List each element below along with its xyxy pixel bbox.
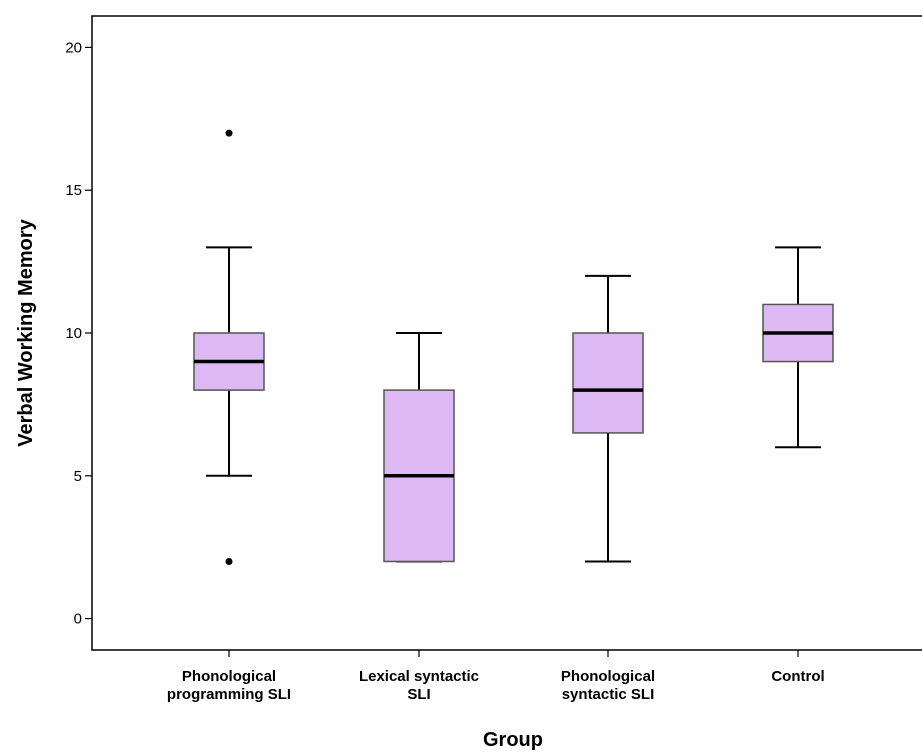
box-group <box>383 332 455 563</box>
box-group <box>572 274 644 563</box>
y-tick-label: 5 <box>74 468 82 485</box>
x-tick-label: syntactic SLI <box>562 686 655 703</box>
outlier-point <box>225 557 233 565</box>
x-tick-label: programming SLI <box>167 686 291 703</box>
y-axis-title: Verbal Working Memory <box>15 218 37 446</box>
x-tick-label: SLI <box>407 686 430 703</box>
x-tick-label: Phonological <box>182 668 276 685</box>
x-tick-label: Lexical syntactic <box>359 668 479 685</box>
box <box>572 332 644 434</box>
y-axis: 0 5 10 15 20 <box>65 39 92 628</box>
box-series <box>193 129 834 565</box>
y-tick-label: 10 <box>65 325 82 342</box>
y-tick-label: 15 <box>65 182 82 199</box>
box-group <box>193 129 265 565</box>
x-axis-title: Group <box>483 729 543 751</box>
box-group <box>762 246 834 449</box>
y-tick-label: 20 <box>65 39 82 56</box>
x-tick-label: Control <box>771 668 824 685</box>
outlier-point <box>225 129 233 137</box>
x-tick-label: Phonological <box>561 668 655 685</box>
y-tick-label: 0 <box>74 611 82 628</box>
